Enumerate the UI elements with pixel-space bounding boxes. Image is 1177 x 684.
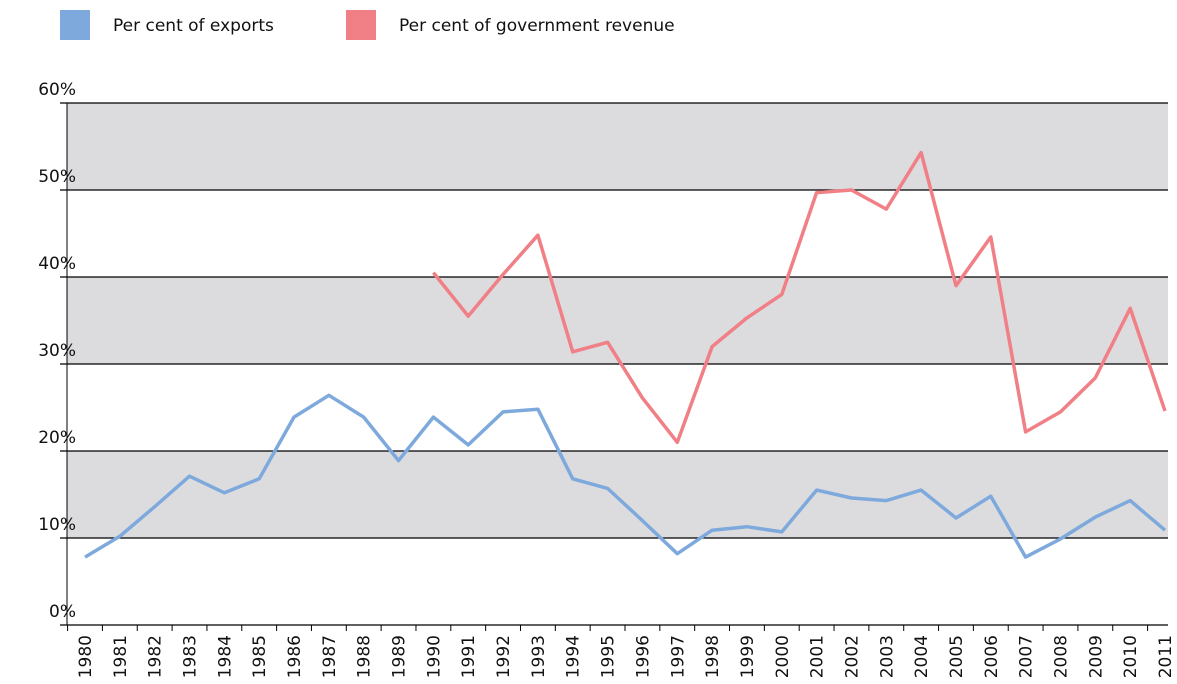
y-tick-label: 60%: [38, 80, 76, 100]
x-tick-label: 1980: [76, 635, 96, 678]
x-tick-label: 2011: [1156, 635, 1176, 678]
x-tick-label: 1993: [529, 635, 549, 678]
x-tick-label: 1982: [146, 635, 166, 678]
x-tick-label: 1981: [111, 635, 131, 678]
x-tick-label: 1990: [424, 635, 444, 678]
x-tick-label: 2006: [982, 635, 1002, 678]
x-tick-label: 2001: [808, 635, 828, 678]
x-tick-label: 1991: [459, 635, 479, 678]
x-tick-label: 1995: [599, 635, 619, 678]
y-tick-label: 50%: [38, 167, 76, 187]
grid-band: [67, 277, 1168, 364]
series-line: [432, 150, 1167, 445]
grid-band: [67, 103, 1168, 190]
x-tick-label: 1987: [320, 635, 340, 678]
y-tick-label: 0%: [49, 602, 76, 622]
x-tick-label: 2005: [947, 635, 967, 678]
x-tick-label: 1989: [390, 635, 410, 678]
x-tick-label: 1998: [703, 635, 723, 678]
x-tick-label: 2010: [1121, 635, 1141, 678]
grid-band: [67, 451, 1168, 538]
y-tick-label: 20%: [38, 428, 76, 448]
x-tick-label: 2002: [842, 635, 862, 678]
y-tick-label: 10%: [38, 515, 76, 535]
x-tick-label: 2009: [1086, 635, 1106, 678]
x-tick-label: 1999: [738, 635, 758, 678]
legend-swatch: [346, 10, 376, 40]
x-tick-label: 2008: [1051, 635, 1071, 678]
legend-label: Per cent of exports: [113, 16, 274, 36]
x-tick-label: 1988: [355, 635, 375, 678]
x-tick-label: 1983: [181, 635, 201, 678]
x-tick-label: 1994: [564, 635, 584, 678]
x-tick-label: 1997: [668, 635, 688, 678]
x-tick-label: 2003: [877, 635, 897, 678]
x-tick-label: 2004: [912, 635, 932, 678]
y-tick-label: 40%: [38, 254, 76, 274]
x-tick-label: 1984: [215, 635, 235, 678]
x-tick-label: 1996: [633, 635, 653, 678]
series-line: [84, 393, 1167, 559]
x-tick-label: 1992: [494, 635, 514, 678]
x-tick-label: 2007: [1017, 635, 1037, 678]
x-tick-label: 1986: [285, 635, 305, 678]
y-tick-label: 30%: [38, 341, 76, 361]
x-tick-label: 2000: [773, 635, 793, 678]
legend-label: Per cent of government revenue: [399, 16, 675, 36]
legend-swatch: [60, 10, 90, 40]
x-tick-label: 1985: [250, 635, 270, 678]
